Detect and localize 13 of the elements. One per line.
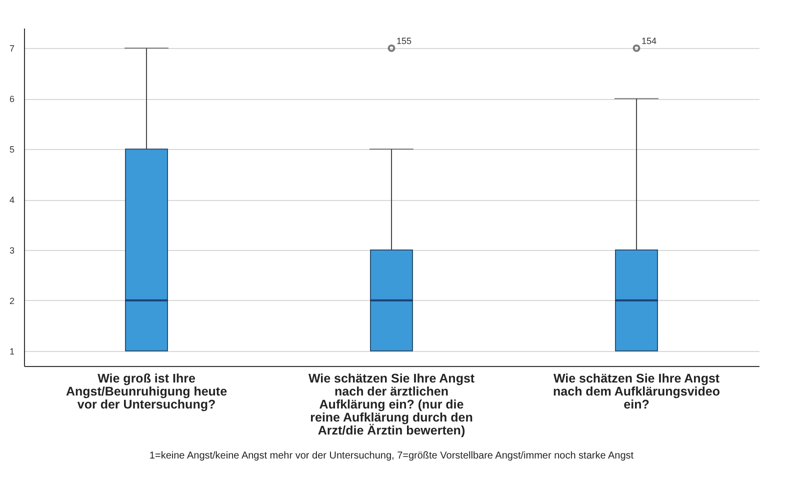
y-tick-label: 3 xyxy=(9,245,14,256)
x-tick-label: Wie schätzen Sie Ihre Angst nach der ärztlichen Aufklärung ein? (nur die reine Aufklärung durch den Arzt/die Ärztin bewerten) xyxy=(308,372,476,438)
x-tick-label: Wie schätzen Sie Ihre Angst nach dem Aufklärungsvideo ein? xyxy=(553,372,720,412)
text: 1=keine Angst/keine Angst mehr vor der Untersuchung, 7=größte Vorstellbare Angst/immer noch starke Angst xyxy=(149,450,634,462)
y-tick-label: 7 xyxy=(9,44,14,54)
y-tick-label: 6 xyxy=(9,94,14,104)
y-tick-label: 4 xyxy=(9,195,14,206)
x-tick-label: Wie groß ist Ihre Angst/Beunruhigung heute vor der Untersuchung? xyxy=(66,372,228,412)
y-tick-label: 1 xyxy=(9,346,14,356)
annotation: 155 xyxy=(396,36,412,46)
y-tick-label: 2 xyxy=(9,296,14,306)
y-tick-label: 5 xyxy=(9,144,14,155)
annotation: 154 xyxy=(642,36,657,46)
